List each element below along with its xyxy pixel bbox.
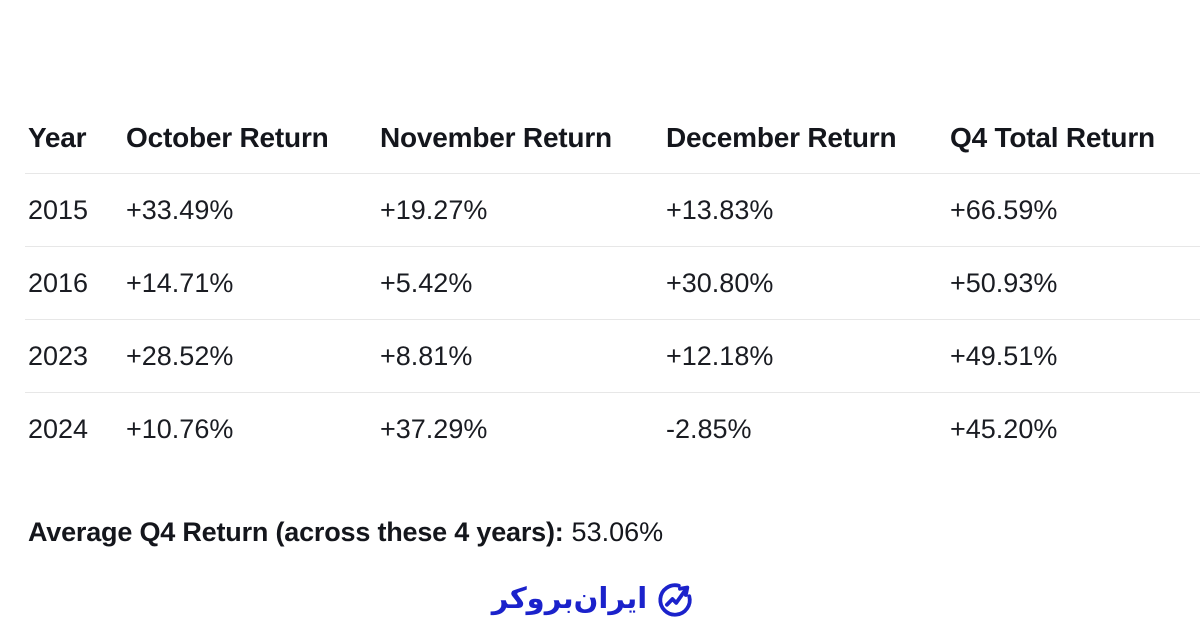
table-body: 2015 +33.49% +19.27% +13.83% +66.59% 201… (25, 173, 1200, 466)
december-return-cell: -2.85% (666, 413, 752, 444)
table-row: 2016 +14.71% +5.42% +30.80% +50.93% (25, 246, 1200, 320)
q4-total-return-cell: +50.93% (950, 246, 1200, 320)
table-header: Year October Return November Return Dece… (25, 103, 1200, 174)
october-return-cell: +10.76% (126, 413, 234, 444)
november-return-cell: +8.81% (380, 319, 666, 393)
average-q4-return-label: Average Q4 Return (across these 4 years)… (28, 517, 564, 547)
header-row: Year October Return November Return Dece… (25, 103, 1200, 174)
year-cell: 2016 (25, 246, 126, 320)
column-header-year: Year (25, 103, 126, 174)
table-row: 2023 +28.52% +8.81% +12.18% +49.51% (25, 319, 1200, 393)
october-return-cell: +33.49% (126, 173, 380, 247)
year-cell: 2023 (25, 319, 126, 393)
q4-total-return-cell: +45.20% (950, 413, 1058, 444)
iranbroker-logo: ایران‌بروکر (0, 578, 1186, 622)
trend-arrow-circle-icon (656, 581, 694, 619)
year-cell: 2024 (28, 413, 89, 444)
table-row: 2024 +10.76% +37.29% -2.85% +45.20% (25, 393, 1200, 466)
column-header-october-return: October Return (126, 103, 380, 174)
table-row: 2015 +33.49% +19.27% +13.83% +66.59% (25, 173, 1200, 247)
column-header-november-return: November Return (380, 103, 666, 174)
q4-total-return-cell: +66.59% (950, 173, 1200, 247)
november-return-cell: +37.29% (380, 413, 488, 444)
q4-returns-table: Year October Return November Return Dece… (25, 103, 1200, 465)
december-return-cell: +30.80% (666, 246, 950, 320)
december-return-cell: +13.83% (666, 173, 950, 247)
iranbroker-logo-text: ایران‌بروکر (491, 580, 648, 615)
november-return-cell: +5.42% (380, 246, 666, 320)
october-return-cell: +28.52% (126, 319, 380, 393)
average-q4-return-value: 53.06% (571, 517, 664, 547)
year-cell: 2015 (25, 173, 126, 247)
november-return-cell: +19.27% (380, 173, 666, 247)
december-return-cell: +12.18% (666, 319, 950, 393)
column-header-december-return: December Return (666, 103, 950, 174)
average-q4-return-summary: Average Q4 Return (across these 4 years)… (28, 514, 663, 550)
q4-total-return-cell: +49.51% (950, 319, 1200, 393)
column-header-q4-total-return: Q4 Total Return (950, 103, 1200, 174)
october-return-cell: +14.71% (126, 246, 380, 320)
